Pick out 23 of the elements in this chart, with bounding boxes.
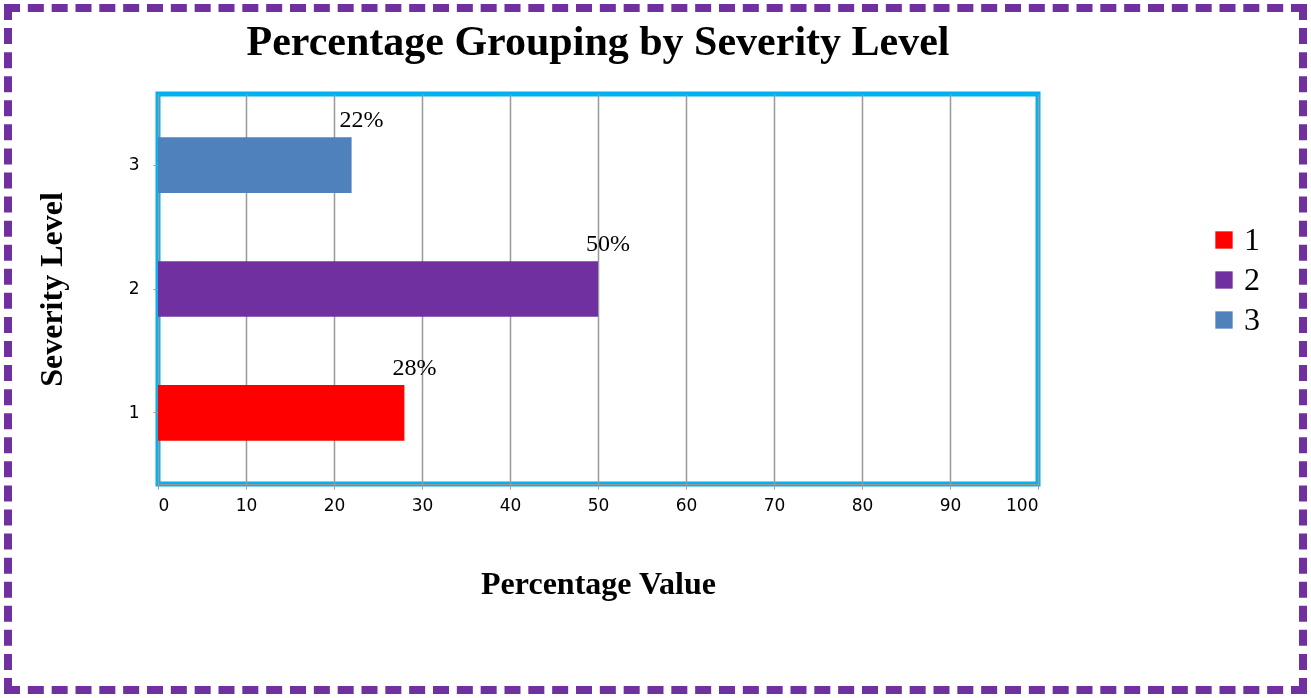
y-axis-title: Severity Level bbox=[32, 192, 69, 387]
data-label: 22% bbox=[339, 106, 384, 133]
x-axis-title: Percentage Value bbox=[481, 564, 716, 601]
x-tick-label: 80 bbox=[851, 494, 874, 515]
y-tick-label: 1 bbox=[128, 401, 140, 422]
data-label: 28% bbox=[392, 353, 437, 380]
data-label: 50% bbox=[586, 230, 630, 256]
x-tick-label: 10 bbox=[235, 494, 258, 515]
y-tick-label: 2 bbox=[128, 278, 140, 298]
chart-title: Percentage Grouping by Severity Level bbox=[246, 18, 950, 64]
legend-label: 1 bbox=[1244, 221, 1260, 257]
x-tick-label: 70 bbox=[763, 494, 786, 515]
x-tick-label: 50 bbox=[587, 494, 610, 515]
x-tick-label: 0 bbox=[158, 494, 170, 515]
y-tick-label: 3 bbox=[128, 154, 140, 175]
x-tick-label: 30 bbox=[411, 494, 434, 515]
x-tick-label: 90 bbox=[939, 494, 962, 515]
x-tick-label: 40 bbox=[499, 494, 522, 515]
x-tick-label: 20 bbox=[323, 494, 346, 515]
legend-label: 3 bbox=[1244, 301, 1260, 337]
legend-label: 2 bbox=[1244, 261, 1260, 297]
x-tick-label: 100 bbox=[1006, 494, 1039, 515]
x-tick-label: 60 bbox=[675, 494, 698, 515]
